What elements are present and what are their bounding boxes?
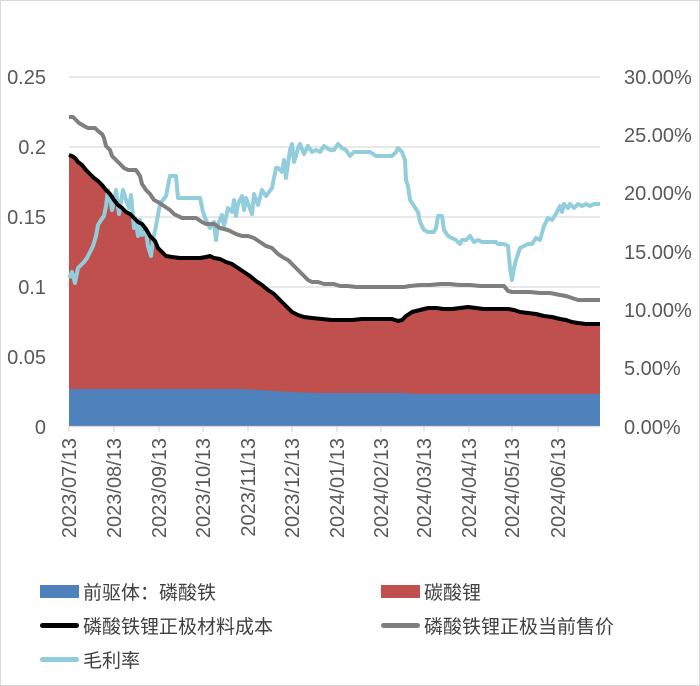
left-tick-label: 0.05 bbox=[7, 347, 46, 369]
lithium-carbonate-area bbox=[69, 155, 600, 426]
legend-label: 磷酸铁锂正极当前售价 bbox=[424, 616, 615, 638]
right-tick-label: 20.00% bbox=[624, 183, 692, 205]
x-tick-label: 2023/08/13 bbox=[104, 438, 126, 538]
left-tick-label: 0 bbox=[35, 417, 46, 439]
blue-swatch-icon bbox=[40, 585, 79, 598]
left-tick-label: 0.2 bbox=[18, 137, 46, 159]
gray-line-icon bbox=[381, 623, 420, 628]
x-tick-label: 2024/03/13 bbox=[414, 438, 436, 538]
iron-phosphate-area bbox=[69, 389, 600, 426]
legend-label: 磷酸铁锂正极材料成本 bbox=[83, 616, 274, 638]
x-tick-label: 2024/05/13 bbox=[502, 438, 524, 538]
x-tick-label: 2024/02/13 bbox=[371, 438, 393, 538]
x-tick-label: 2023/07/13 bbox=[59, 438, 81, 538]
x-tick-label: 2023/09/13 bbox=[149, 438, 171, 538]
left-axis-labels: 0.25 0.2 0.15 0.1 0.05 0 bbox=[7, 67, 46, 439]
red-swatch-icon bbox=[381, 585, 420, 598]
legend-label: 前驱体：磷酸铁 bbox=[83, 582, 217, 604]
legend-item-cost: 磷酸铁锂正极材料成本 bbox=[40, 612, 273, 639]
x-tick-label: 2024/01/13 bbox=[327, 438, 349, 538]
right-tick-label: 10.00% bbox=[624, 300, 692, 322]
legend-label: 毛利率 bbox=[83, 650, 141, 672]
cost-line bbox=[68, 153, 600, 326]
right-tick-label: 30.00% bbox=[624, 67, 692, 89]
legend-item-iron-phosphate: 前驱体：磷酸铁 bbox=[40, 578, 216, 605]
x-tick-label: 2023/12/13 bbox=[282, 438, 304, 538]
legend-item-gross-margin: 毛利率 bbox=[40, 646, 140, 673]
selling-price-line bbox=[69, 115, 600, 302]
x-tick-label: 2024/06/13 bbox=[548, 438, 570, 538]
legend-item-lithium-carbonate: 碳酸锂 bbox=[381, 578, 481, 605]
x-tick-label: 2024/04/13 bbox=[459, 438, 481, 538]
x-axis-labels: 2023/07/13 2023/08/13 2023/09/13 2023/10… bbox=[59, 438, 570, 538]
legend-label: 碳酸锂 bbox=[424, 582, 482, 604]
right-tick-label: 15.00% bbox=[624, 242, 692, 264]
left-tick-label: 0.15 bbox=[7, 207, 46, 229]
left-tick-label: 0.25 bbox=[7, 67, 46, 89]
gross-margin-line bbox=[67, 142, 600, 285]
light-blue-line-icon bbox=[40, 657, 79, 662]
right-axis-labels: 30.00% 25.00% 20.00% 15.00% 10.00% 5.00%… bbox=[624, 67, 692, 439]
x-tick-label: 2023/11/13 bbox=[238, 438, 260, 537]
x-axis bbox=[68, 425, 600, 432]
x-tick-label: 2023/10/13 bbox=[193, 438, 215, 538]
black-line-icon bbox=[40, 623, 79, 628]
left-tick-label: 0.1 bbox=[18, 277, 46, 299]
right-tick-label: 0.00% bbox=[624, 417, 681, 439]
right-tick-label: 5.00% bbox=[624, 358, 681, 380]
right-tick-label: 25.00% bbox=[624, 125, 692, 147]
legend-item-selling-price: 磷酸铁锂正极当前售价 bbox=[381, 612, 614, 639]
